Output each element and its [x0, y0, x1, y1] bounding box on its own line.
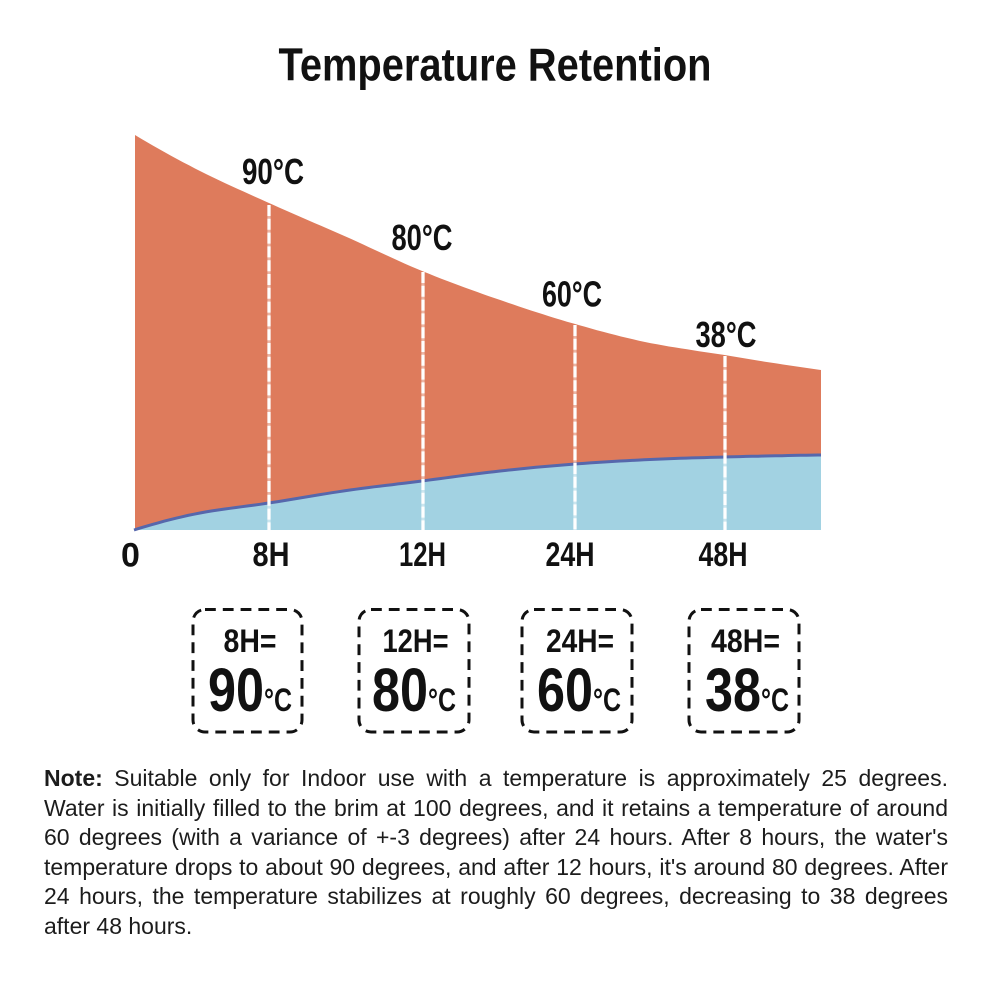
- svg-text:°C: °C: [428, 682, 456, 718]
- svg-text:60: 60: [537, 656, 593, 724]
- svg-text:80: 80: [372, 656, 428, 724]
- svg-text:48H=: 48H=: [711, 623, 780, 659]
- svg-text:°C: °C: [593, 682, 621, 718]
- svg-text:12H: 12H: [399, 536, 446, 574]
- svg-text:8H=: 8H=: [224, 623, 277, 659]
- svg-text:24H=: 24H=: [546, 623, 614, 659]
- svg-text:80°C: 80°C: [392, 217, 453, 258]
- svg-text:90: 90: [208, 656, 264, 724]
- svg-text:Temperature Retention: Temperature Retention: [279, 39, 712, 91]
- svg-text:°C: °C: [761, 682, 789, 718]
- svg-text:0: 0: [121, 537, 140, 575]
- svg-text:90°C: 90°C: [242, 151, 304, 192]
- svg-text:60°C: 60°C: [542, 274, 602, 315]
- svg-text:38°C: 38°C: [696, 314, 757, 355]
- svg-text:38: 38: [705, 656, 761, 724]
- svg-text:8H: 8H: [253, 536, 290, 574]
- svg-text:24H: 24H: [546, 536, 595, 574]
- svg-text:12H=: 12H=: [383, 623, 449, 659]
- svg-text:48H: 48H: [699, 536, 748, 574]
- svg-text:°C: °C: [264, 682, 292, 718]
